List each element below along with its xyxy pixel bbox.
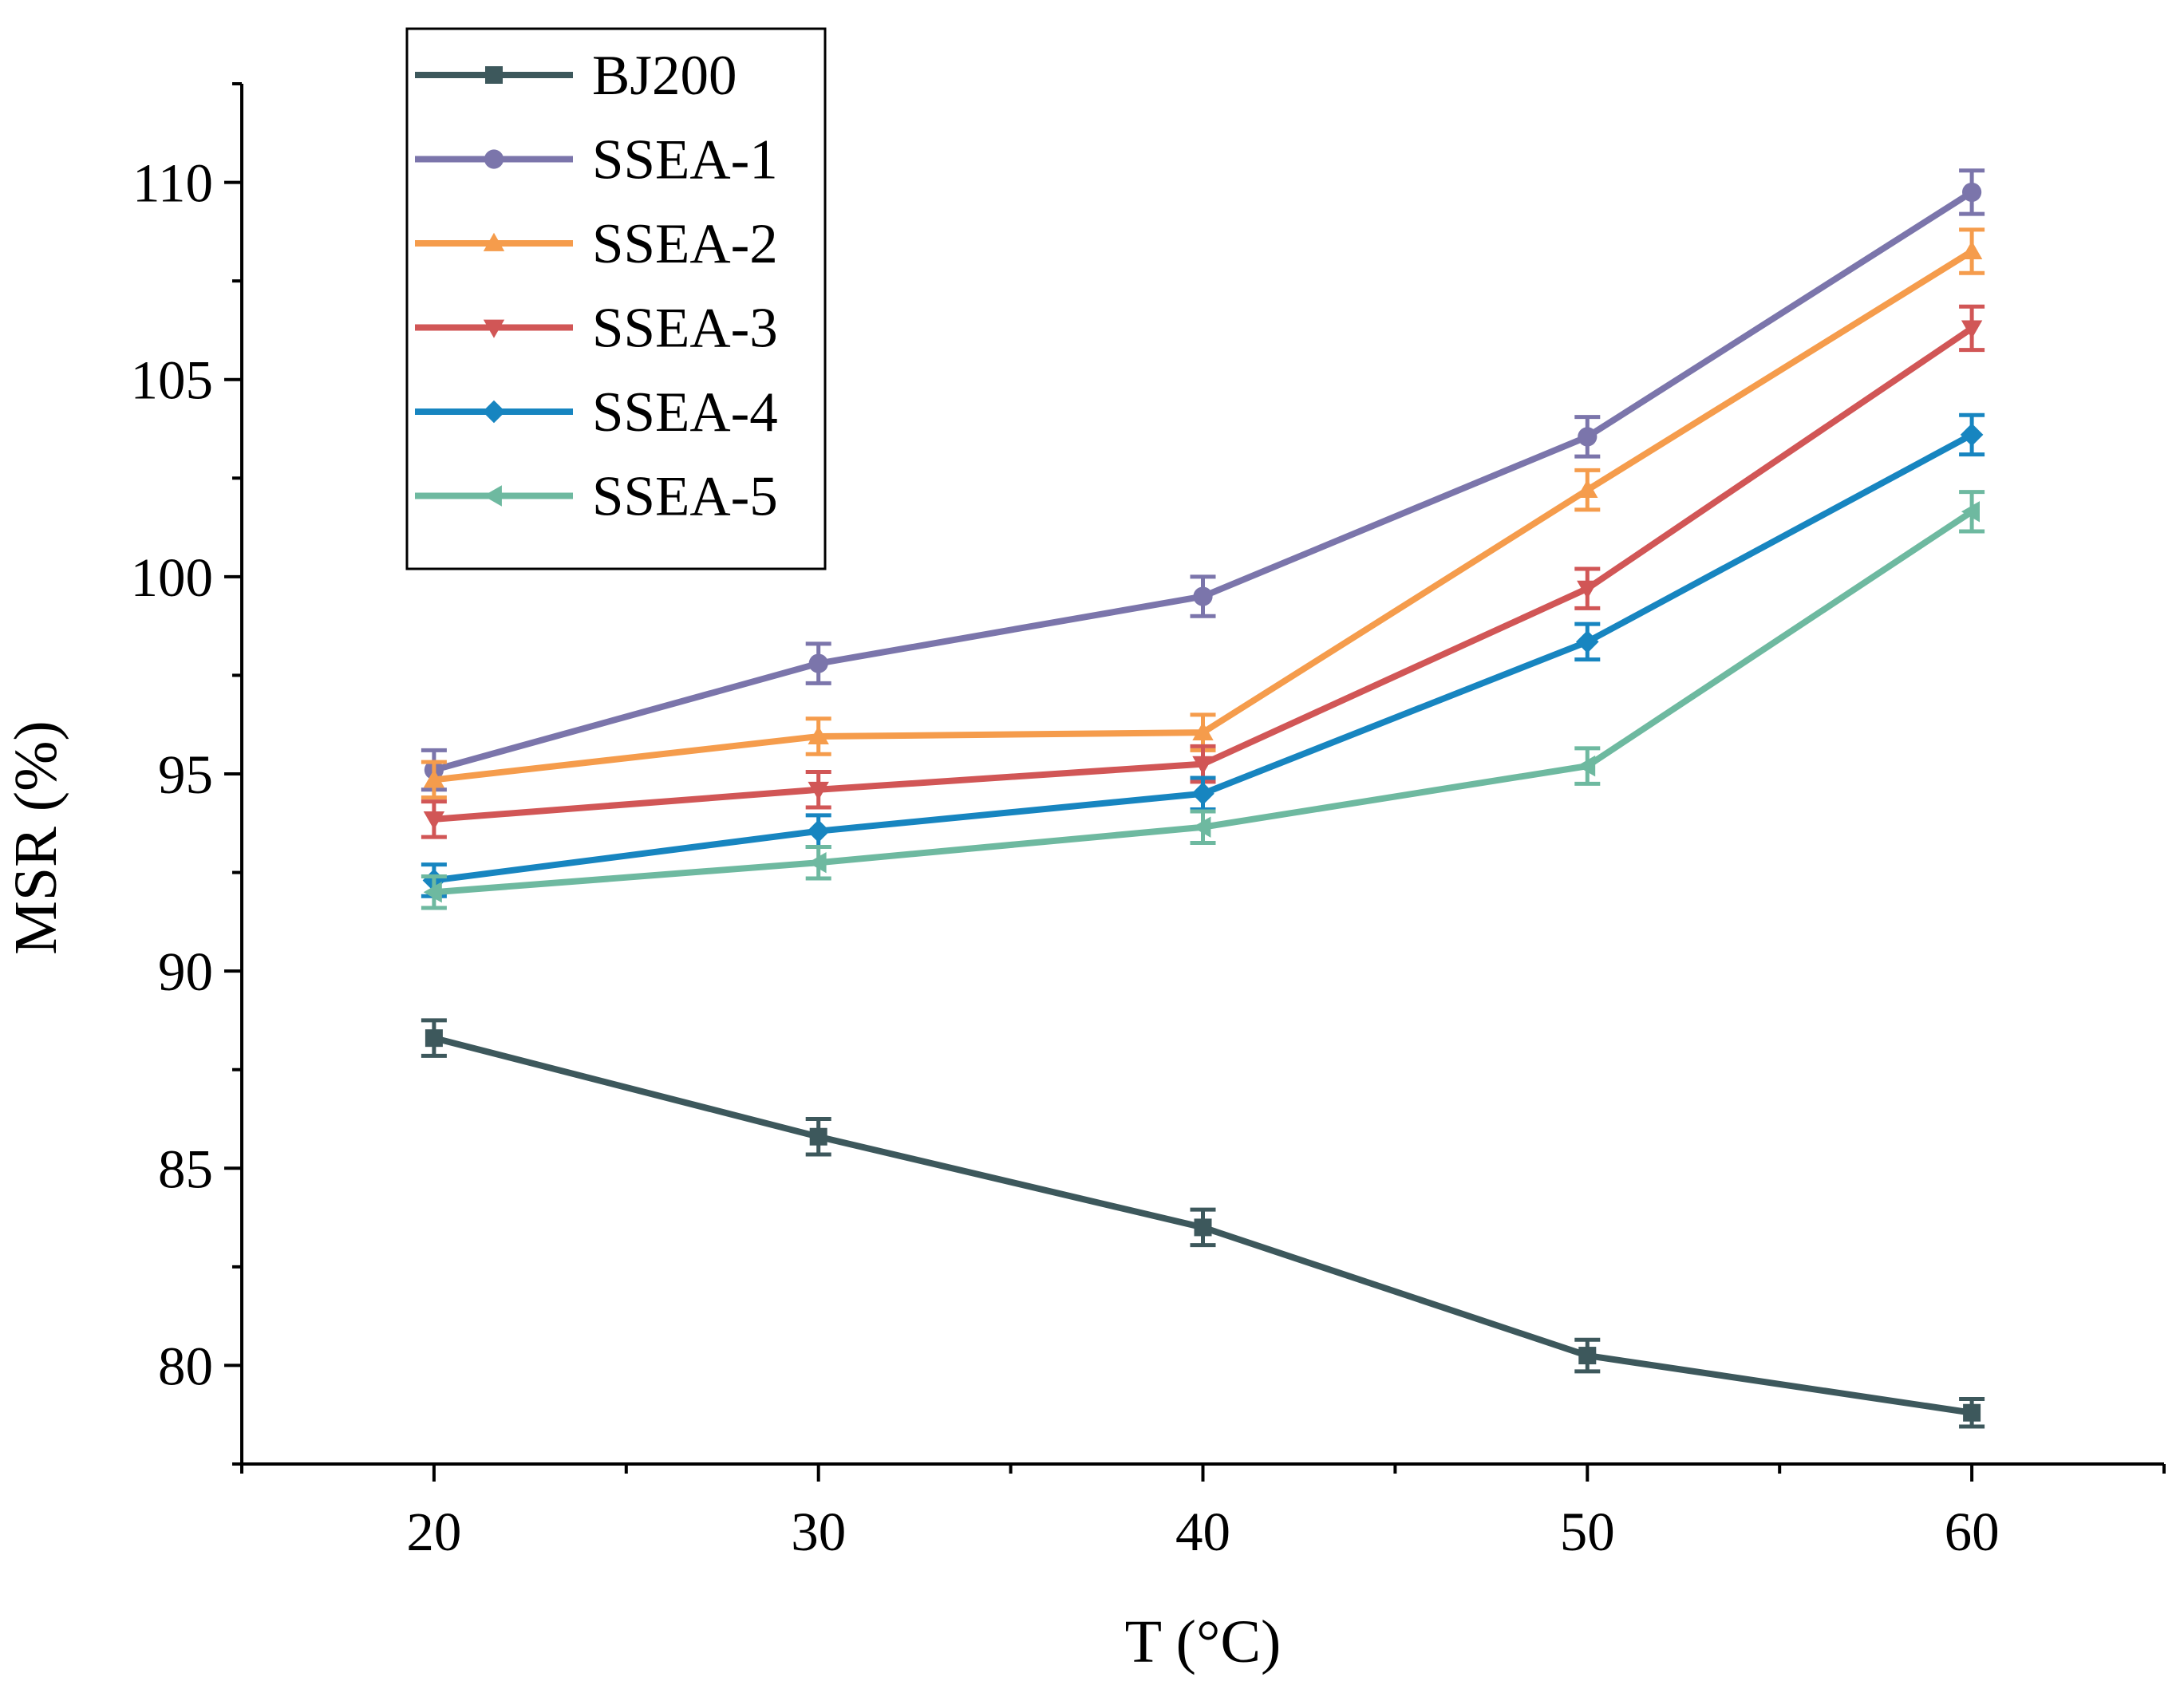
data-point (1577, 580, 1598, 599)
legend: BJ200 SSEA-1 SSEA-2 SSEA-3 SSEA-4 SSEA-5 (405, 27, 827, 570)
legend-item-ssea-4: SSEA-4 (415, 381, 778, 444)
y-tick-label: 90 (158, 941, 213, 1002)
y-axis: 80 85 90 95 100 105 110 (131, 82, 243, 1466)
legend-item-ssea-1: SSEA-1 (415, 129, 778, 191)
legend-marker (483, 319, 505, 338)
data-point (808, 725, 829, 744)
data-point (1960, 423, 1984, 447)
data-point (1962, 182, 1982, 203)
legend-label: SSEA-2 (592, 213, 778, 275)
data-point (1192, 816, 1211, 838)
data-point (1194, 1218, 1212, 1237)
data-point (1961, 501, 1980, 523)
data-point (423, 811, 445, 831)
x-tick-label: 40 (1175, 1502, 1230, 1562)
x-tick-label: 30 (791, 1502, 846, 1562)
data-point (809, 1127, 827, 1146)
x-axis-title: T (°C) (1125, 1608, 1282, 1675)
series-bj200 (421, 1018, 1985, 1429)
data-point (1191, 782, 1214, 806)
legend-label: SSEA-1 (592, 129, 778, 191)
data-point (1578, 427, 1598, 447)
legend-label: SSEA-5 (592, 466, 778, 528)
legend-marker (484, 149, 504, 169)
legend-marker (482, 400, 506, 424)
y-tick-label: 95 (158, 744, 213, 805)
legend-label: BJ200 (592, 45, 737, 107)
data-point (423, 769, 445, 788)
y-axis-title: MSR (%) (2, 720, 69, 954)
series-ssea-5 (421, 490, 1985, 910)
y-tick-label: 85 (158, 1138, 213, 1199)
data-point (1577, 755, 1596, 777)
data-point (1192, 721, 1214, 740)
legend-item-ssea-5: SSEA-5 (415, 466, 778, 528)
data-point (1192, 756, 1214, 775)
legend-label: SSEA-4 (592, 381, 778, 444)
legend-marker (483, 232, 505, 251)
legend-box (405, 27, 827, 570)
legend-item-ssea-2: SSEA-2 (415, 213, 778, 275)
x-axis: 20 30 40 50 60 (240, 1462, 2166, 1562)
legend-item-ssea-3: SSEA-3 (415, 298, 778, 360)
data-point (1577, 479, 1598, 499)
data-point (1961, 320, 1983, 339)
data-point (807, 819, 830, 843)
y-tick-label: 110 (132, 153, 213, 214)
series-layer (421, 168, 1985, 1429)
legend-marker (483, 485, 502, 507)
data-point (808, 653, 828, 673)
data-point (1961, 240, 1983, 259)
data-point (1193, 586, 1213, 606)
series-ssea-1 (421, 168, 1985, 792)
plot-area: 20 30 40 50 60 80 85 90 95 100 105 110 (131, 82, 2166, 1562)
data-point (808, 781, 829, 800)
y-tick-label: 105 (131, 350, 214, 411)
y-tick-label: 100 (131, 547, 214, 608)
data-point (423, 882, 442, 903)
x-tick-label: 50 (1560, 1502, 1615, 1562)
x-tick-label: 20 (406, 1502, 461, 1562)
x-tick-label: 60 (1945, 1502, 2000, 1562)
data-point (1576, 630, 1599, 653)
data-point (425, 1029, 443, 1048)
legend-item-bj200: BJ200 (415, 45, 737, 107)
series-ssea-2 (421, 227, 1985, 800)
legend-marker (485, 66, 503, 84)
legend-label: SSEA-3 (592, 298, 778, 360)
data-point (1963, 1403, 1981, 1422)
data-point (1578, 1347, 1597, 1365)
series-ssea-4 (421, 412, 1985, 898)
y-tick-label: 80 (158, 1336, 213, 1396)
data-point (808, 852, 827, 874)
